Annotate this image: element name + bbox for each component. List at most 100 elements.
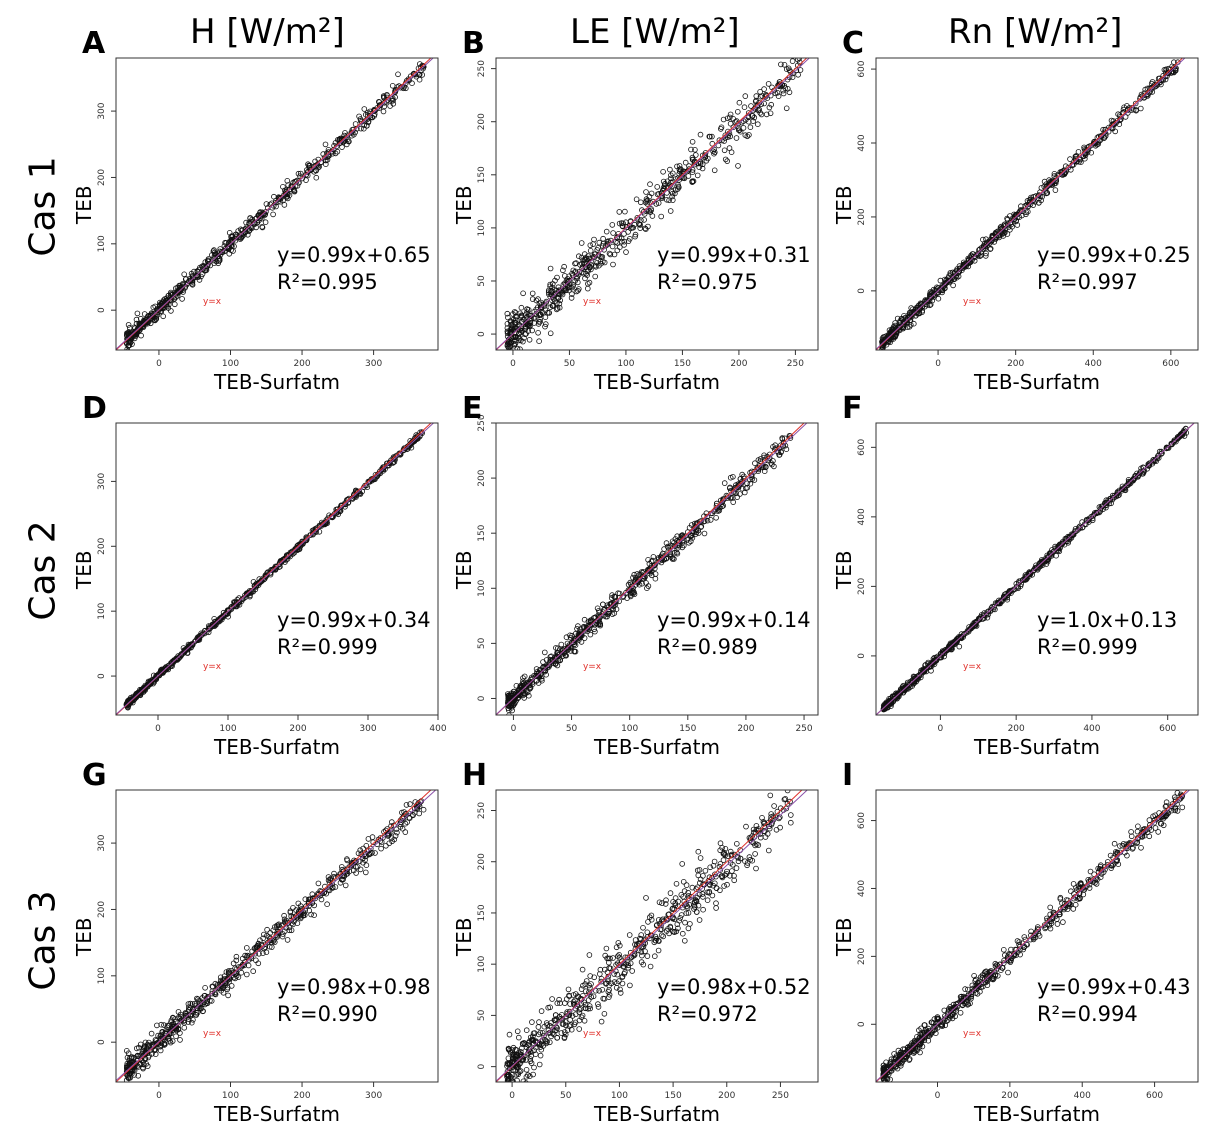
scatter-point — [255, 960, 262, 967]
scatter-point — [794, 62, 801, 69]
scatter-point — [537, 1052, 544, 1059]
scatter-point — [306, 163, 313, 169]
scatter-point — [363, 862, 370, 868]
scatter-point — [358, 125, 364, 132]
scatter-point — [191, 1000, 198, 1007]
y-tick-label: 400 — [857, 508, 867, 525]
scatter-point — [363, 122, 370, 129]
scatter-point — [748, 103, 754, 109]
scatter-point — [619, 238, 625, 245]
scatter-point — [142, 1039, 149, 1046]
scatter-point — [188, 270, 195, 277]
regression-line — [116, 790, 437, 1081]
scatter-point — [178, 651, 185, 657]
scatter-point — [939, 652, 945, 658]
y-axis-label: TEB — [832, 185, 856, 224]
scatter-point — [897, 319, 904, 326]
scatter-point — [625, 238, 632, 244]
scatter-point — [360, 125, 367, 132]
scatter-point — [181, 1024, 188, 1031]
scatter-point — [536, 338, 542, 345]
scatter-point — [779, 435, 786, 441]
scatter-point — [169, 1038, 176, 1044]
scatter-point — [1068, 531, 1075, 538]
scatter-point — [420, 806, 427, 813]
scatter-point — [884, 337, 890, 344]
scatter-point — [508, 321, 514, 328]
scatter-point — [350, 131, 357, 138]
scatter-point — [333, 143, 340, 150]
scatter-point — [405, 76, 412, 82]
scatter-point — [289, 183, 295, 190]
scatter-point — [125, 343, 131, 349]
scatter-point — [783, 105, 790, 112]
plot-frame — [875, 57, 1199, 351]
scatter-point — [357, 866, 364, 873]
scatter-point — [383, 94, 390, 101]
scatter-point — [193, 637, 199, 644]
y-tick-label: 0 — [97, 1039, 107, 1045]
scatter-point — [1132, 100, 1139, 107]
scatter-point — [1038, 185, 1045, 191]
scatter-point — [681, 888, 688, 894]
scatter-point — [140, 686, 146, 692]
scatter-point — [693, 152, 699, 158]
scatter-point — [357, 116, 364, 122]
scatter-point — [749, 113, 756, 119]
scatter-point — [789, 74, 796, 80]
scatter-point — [506, 712, 512, 715]
scatter-point — [504, 310, 511, 317]
scatter-point — [786, 89, 793, 96]
y-tick-label: 100 — [477, 219, 487, 236]
r-squared: R²=0.989 — [657, 634, 758, 659]
scatter-point — [1014, 222, 1021, 228]
r-squared: R²=0.975 — [657, 269, 758, 294]
scatter-point — [159, 1034, 166, 1041]
scatter-point — [274, 923, 280, 930]
scatter-point — [775, 93, 782, 99]
x-tick-label: 300 — [365, 359, 382, 369]
scatter-point — [322, 141, 329, 148]
scatter-point — [622, 208, 628, 215]
regression-line — [876, 58, 1186, 350]
scatter-point — [517, 354, 522, 359]
scatter-point — [1068, 167, 1074, 173]
scatter-point — [923, 297, 930, 304]
scatter-point — [504, 328, 511, 335]
panel-letter: B — [462, 26, 485, 61]
scatter-point — [262, 219, 269, 226]
scatter-point — [124, 335, 130, 342]
scatter-point — [526, 322, 533, 329]
scatter-point — [1014, 583, 1020, 590]
scatter-point — [535, 321, 542, 327]
scatter-point — [204, 263, 211, 269]
scatter-point — [906, 315, 913, 321]
scatter-point — [154, 1022, 160, 1029]
scatter-point — [668, 175, 674, 182]
scatter-point — [535, 329, 541, 336]
scatter-point — [732, 119, 739, 125]
scatter-point — [560, 267, 566, 274]
scatter-point — [663, 551, 670, 558]
scatter-point — [709, 133, 715, 140]
scatter-point — [609, 592, 615, 598]
scatter-point — [281, 916, 288, 923]
scatter-point — [618, 235, 625, 242]
scatter-point — [520, 338, 526, 345]
y-tick-label: 100 — [97, 967, 107, 984]
scatter-point — [369, 834, 376, 840]
scatter-point — [547, 281, 553, 288]
scatter-point — [145, 681, 152, 687]
scatter-point — [660, 185, 667, 191]
scatter-point — [742, 93, 749, 99]
scatter-point — [625, 587, 632, 593]
scatter-point — [514, 1028, 521, 1035]
scatter-point — [372, 850, 378, 856]
scatter-point — [797, 67, 804, 73]
scatter-point — [147, 681, 154, 687]
scatter-point — [909, 679, 915, 686]
scatter-point — [132, 325, 138, 332]
scatter-point — [689, 156, 696, 163]
scatter-point — [746, 132, 752, 138]
scatter-point — [697, 131, 704, 138]
